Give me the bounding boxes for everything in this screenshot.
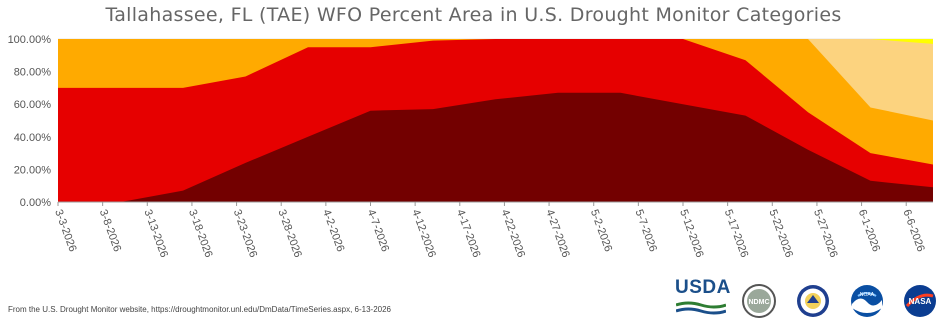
usda-logo-text: USDA — [675, 277, 731, 298]
x-tick-label: 3-23-2026 — [231, 208, 259, 259]
y-tick-label: 60.00% — [14, 99, 52, 111]
noaa-logo[interactable]: NOAA — [850, 284, 884, 318]
x-tick-label: 5-27-2026 — [811, 208, 839, 259]
y-tick-label: 100.00% — [8, 34, 52, 46]
x-tick-label: 3-3-2026 — [52, 208, 78, 253]
noaa-logo-text: NOAA — [860, 292, 875, 298]
y-tick-label: 0.00% — [20, 197, 51, 209]
ndmc-logo-text: NDMC — [749, 299, 770, 306]
x-tick-label: 5-17-2026 — [722, 208, 750, 259]
x-tick-label: 4-27-2026 — [543, 208, 571, 259]
x-tick-label: 4-12-2026 — [409, 208, 437, 259]
x-tick-label: 3-18-2026 — [186, 208, 214, 259]
x-tick-labels: 3-3-2026 3-8-2026 3-13-2026 3-18-2026 3-23-2… — [52, 202, 927, 259]
chart-title: Tallahassee, FL (TAE) WFO Percent Area i… — [105, 4, 842, 26]
ndmc-logo[interactable]: NDMC — [742, 284, 776, 318]
y-tick-label: 80.00% — [14, 67, 52, 79]
area-layer — [58, 39, 933, 202]
x-tick-label: 3-8-2026 — [97, 208, 123, 253]
nasa-logo[interactable]: NASA — [903, 284, 937, 318]
x-tick-label: 5-22-2026 — [766, 208, 794, 259]
x-tick-label: 4-22-2026 — [499, 208, 527, 259]
x-tick-label: 4-7-2026 — [365, 208, 391, 253]
nasa-logo-text: NASA — [909, 297, 932, 306]
drought-area-chart: 0.00% 20.00% 40.00% 60.00% 80.00% 100.00% 3-3… — [8, 34, 933, 259]
usda-waves-icon — [676, 301, 726, 315]
x-tick-label: 6-1-2026 — [856, 208, 882, 253]
x-tick-label: 5-2-2026 — [588, 208, 614, 253]
y-tick-label: 40.00% — [14, 132, 52, 144]
x-tick-label: 6-6-2026 — [900, 208, 926, 253]
x-tick-label: 5-7-2026 — [633, 208, 659, 253]
y-tick-labels: 0.00% 20.00% 40.00% 60.00% 80.00% 100.00% — [8, 34, 52, 209]
area-series-4 — [58, 92, 933, 202]
commerce-seal-logo[interactable] — [796, 284, 830, 318]
usda-logo[interactable]: USDA — [675, 277, 731, 319]
x-tick-label: 4-17-2026 — [454, 208, 482, 259]
x-tick-label: 3-13-2026 — [141, 208, 169, 259]
x-tick-label: 5-12-2026 — [677, 208, 705, 259]
y-tick-label: 20.00% — [14, 164, 52, 176]
x-tick-label: 4-2-2026 — [320, 208, 346, 253]
source-note: From the U.S. Drought Monitor website, h… — [8, 305, 391, 314]
x-tick-label: 3-28-2026 — [275, 208, 303, 259]
